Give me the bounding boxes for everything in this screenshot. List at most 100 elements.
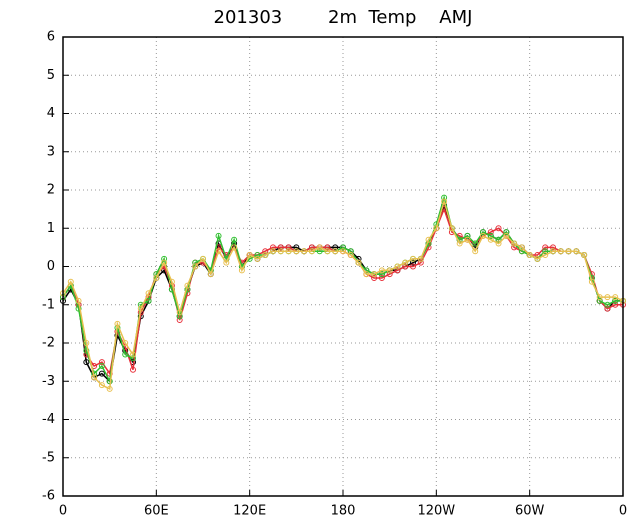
series-line <box>62 198 624 391</box>
series-marker <box>145 297 152 304</box>
series-marker <box>604 294 611 301</box>
series-marker <box>410 263 416 270</box>
series-marker <box>91 374 98 381</box>
series-marker <box>130 366 136 373</box>
series-marker <box>472 240 479 247</box>
series-marker <box>402 259 409 266</box>
x-tick-label: 60W <box>515 504 545 519</box>
series-marker <box>277 244 284 251</box>
y-tick-label: 4 <box>47 106 55 121</box>
series-marker <box>285 244 292 251</box>
series-marker <box>402 263 409 270</box>
plot-lines <box>60 194 626 392</box>
series-marker <box>254 255 261 262</box>
series-marker <box>270 244 276 251</box>
series-marker <box>378 274 385 281</box>
plot-frame <box>62 36 624 497</box>
series-marker <box>518 248 525 255</box>
series-marker <box>75 297 82 304</box>
series-marker <box>83 359 90 366</box>
series-marker <box>464 236 471 243</box>
series-marker <box>161 259 168 266</box>
series-marker <box>98 359 105 366</box>
series-marker <box>542 248 549 255</box>
x-tick-label: 180 <box>331 504 356 519</box>
series-marker <box>114 320 121 327</box>
series-marker <box>122 351 129 358</box>
series-marker <box>456 240 463 247</box>
series-marker <box>557 248 564 255</box>
series-marker <box>526 252 533 259</box>
series-marker <box>347 252 354 259</box>
series-marker <box>246 252 253 259</box>
series-marker <box>347 248 354 255</box>
series-marker <box>153 274 160 281</box>
series-marker <box>604 305 611 312</box>
series-marker <box>480 232 486 239</box>
series-marker <box>192 259 199 266</box>
series-marker <box>130 351 136 358</box>
series-marker <box>363 271 370 278</box>
y-tick-label: 2 <box>47 183 55 198</box>
series-marker <box>581 252 588 259</box>
series-marker <box>410 255 416 262</box>
series-marker <box>293 244 300 251</box>
y-tick-label: 5 <box>47 68 55 83</box>
series-marker <box>355 259 362 266</box>
series-marker <box>316 248 323 255</box>
series-marker <box>98 382 105 389</box>
x-tick-label: 120W <box>417 504 455 519</box>
series-marker <box>262 252 269 259</box>
series-marker <box>378 267 385 274</box>
series-marker <box>293 248 300 255</box>
series-marker <box>137 305 144 312</box>
series-marker <box>200 255 206 262</box>
series-marker <box>277 248 284 255</box>
series-marker <box>596 297 603 304</box>
series-marker <box>98 362 105 369</box>
series-marker <box>417 255 424 262</box>
series-marker <box>176 309 183 316</box>
series-marker <box>238 267 245 274</box>
series-marker <box>464 232 471 239</box>
series-marker <box>534 252 541 259</box>
series-marker <box>495 225 502 232</box>
series-marker <box>324 248 331 255</box>
series-marker <box>425 236 432 243</box>
series-marker <box>340 244 346 251</box>
series-marker <box>433 225 440 232</box>
series-marker <box>75 305 82 312</box>
x-tick-label: 60E <box>144 504 169 519</box>
x-tick-label: 120E <box>233 504 266 519</box>
series-marker <box>332 244 339 251</box>
series-marker <box>67 278 74 285</box>
y-tick-label: 6 <box>47 30 55 45</box>
y-tick-label: -4 <box>42 412 55 427</box>
grid <box>62 36 624 497</box>
series-marker <box>573 248 580 255</box>
series-marker <box>371 274 378 281</box>
series-marker <box>254 252 261 259</box>
y-tick-label: 3 <box>47 144 55 159</box>
series-marker <box>417 259 424 266</box>
series-marker <box>518 244 525 251</box>
series-marker <box>472 248 479 255</box>
series-marker <box>487 232 494 239</box>
series-marker <box>192 263 199 270</box>
series-marker <box>386 267 393 274</box>
series-marker <box>308 244 315 251</box>
series-marker <box>122 340 129 346</box>
series-marker <box>371 271 378 278</box>
series-marker <box>145 290 152 297</box>
series-marker <box>270 248 276 255</box>
series-marker <box>301 248 308 255</box>
series-marker <box>550 244 556 251</box>
series-marker <box>487 236 494 243</box>
series-marker <box>612 301 619 308</box>
series-marker <box>604 301 611 308</box>
x-tick-label: 0 <box>619 504 627 519</box>
series-marker <box>565 248 572 255</box>
series-marker <box>324 244 331 251</box>
series-marker <box>215 232 222 239</box>
series-marker <box>378 271 385 278</box>
